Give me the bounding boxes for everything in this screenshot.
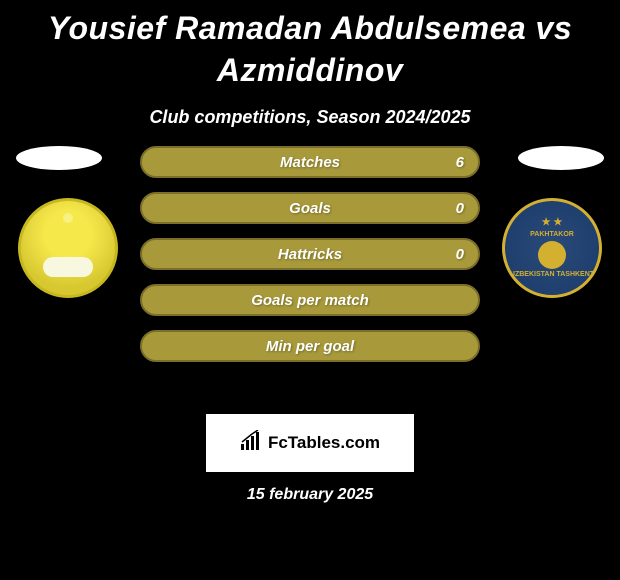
stat-bar-hattricks: Hattricks 0	[140, 238, 480, 270]
club-badge-right: ★ ★ PAKHTAKOR UZBEKISTAN TASHKENT	[502, 198, 602, 298]
title-line-1: Yousief Ramadan Abdulsemea vs	[48, 10, 572, 46]
stat-label: Goals per match	[251, 292, 369, 309]
stat-value: 6	[456, 154, 464, 171]
badge-right-top-text: PAKHTAKOR	[510, 231, 594, 239]
stat-label: Hattricks	[278, 246, 342, 263]
subtitle: Club competitions, Season 2024/2025	[0, 107, 620, 128]
stats-column: Matches 6 Goals 0 Hattricks 0 Goals per …	[140, 146, 480, 376]
player-right-placeholder	[518, 146, 604, 170]
stat-label: Min per goal	[266, 338, 354, 355]
player-left-placeholder	[16, 146, 102, 170]
title-line-2: Azmiddinov	[217, 52, 403, 88]
date-text: 15 february 2025	[0, 486, 620, 504]
footer-brand-box[interactable]: FcTables.com	[206, 414, 414, 472]
stat-bar-min-per-goal: Min per goal	[140, 330, 480, 362]
stat-bar-goals-per-match: Goals per match	[140, 284, 480, 316]
stat-bar-matches: Matches 6	[140, 146, 480, 178]
stars-icon: ★ ★	[510, 217, 594, 229]
stat-value: 0	[456, 246, 464, 263]
footer-brand-text: FcTables.com	[268, 433, 380, 453]
club-badge-left	[18, 198, 118, 298]
comparison-title: Yousief Ramadan Abdulsemea vs Azmiddinov	[0, 0, 620, 91]
badge-right-bottom-text: UZBEKISTAN TASHKENT	[510, 271, 594, 279]
content-area: ★ ★ PAKHTAKOR UZBEKISTAN TASHKENT Matche…	[0, 146, 620, 406]
badge-right-content: ★ ★ PAKHTAKOR UZBEKISTAN TASHKENT	[510, 217, 594, 280]
ball-icon	[538, 241, 566, 269]
stat-value: 0	[456, 200, 464, 217]
stat-label: Matches	[280, 154, 340, 171]
stat-bar-goals: Goals 0	[140, 192, 480, 224]
chart-icon	[240, 430, 262, 457]
stat-label: Goals	[289, 200, 331, 217]
